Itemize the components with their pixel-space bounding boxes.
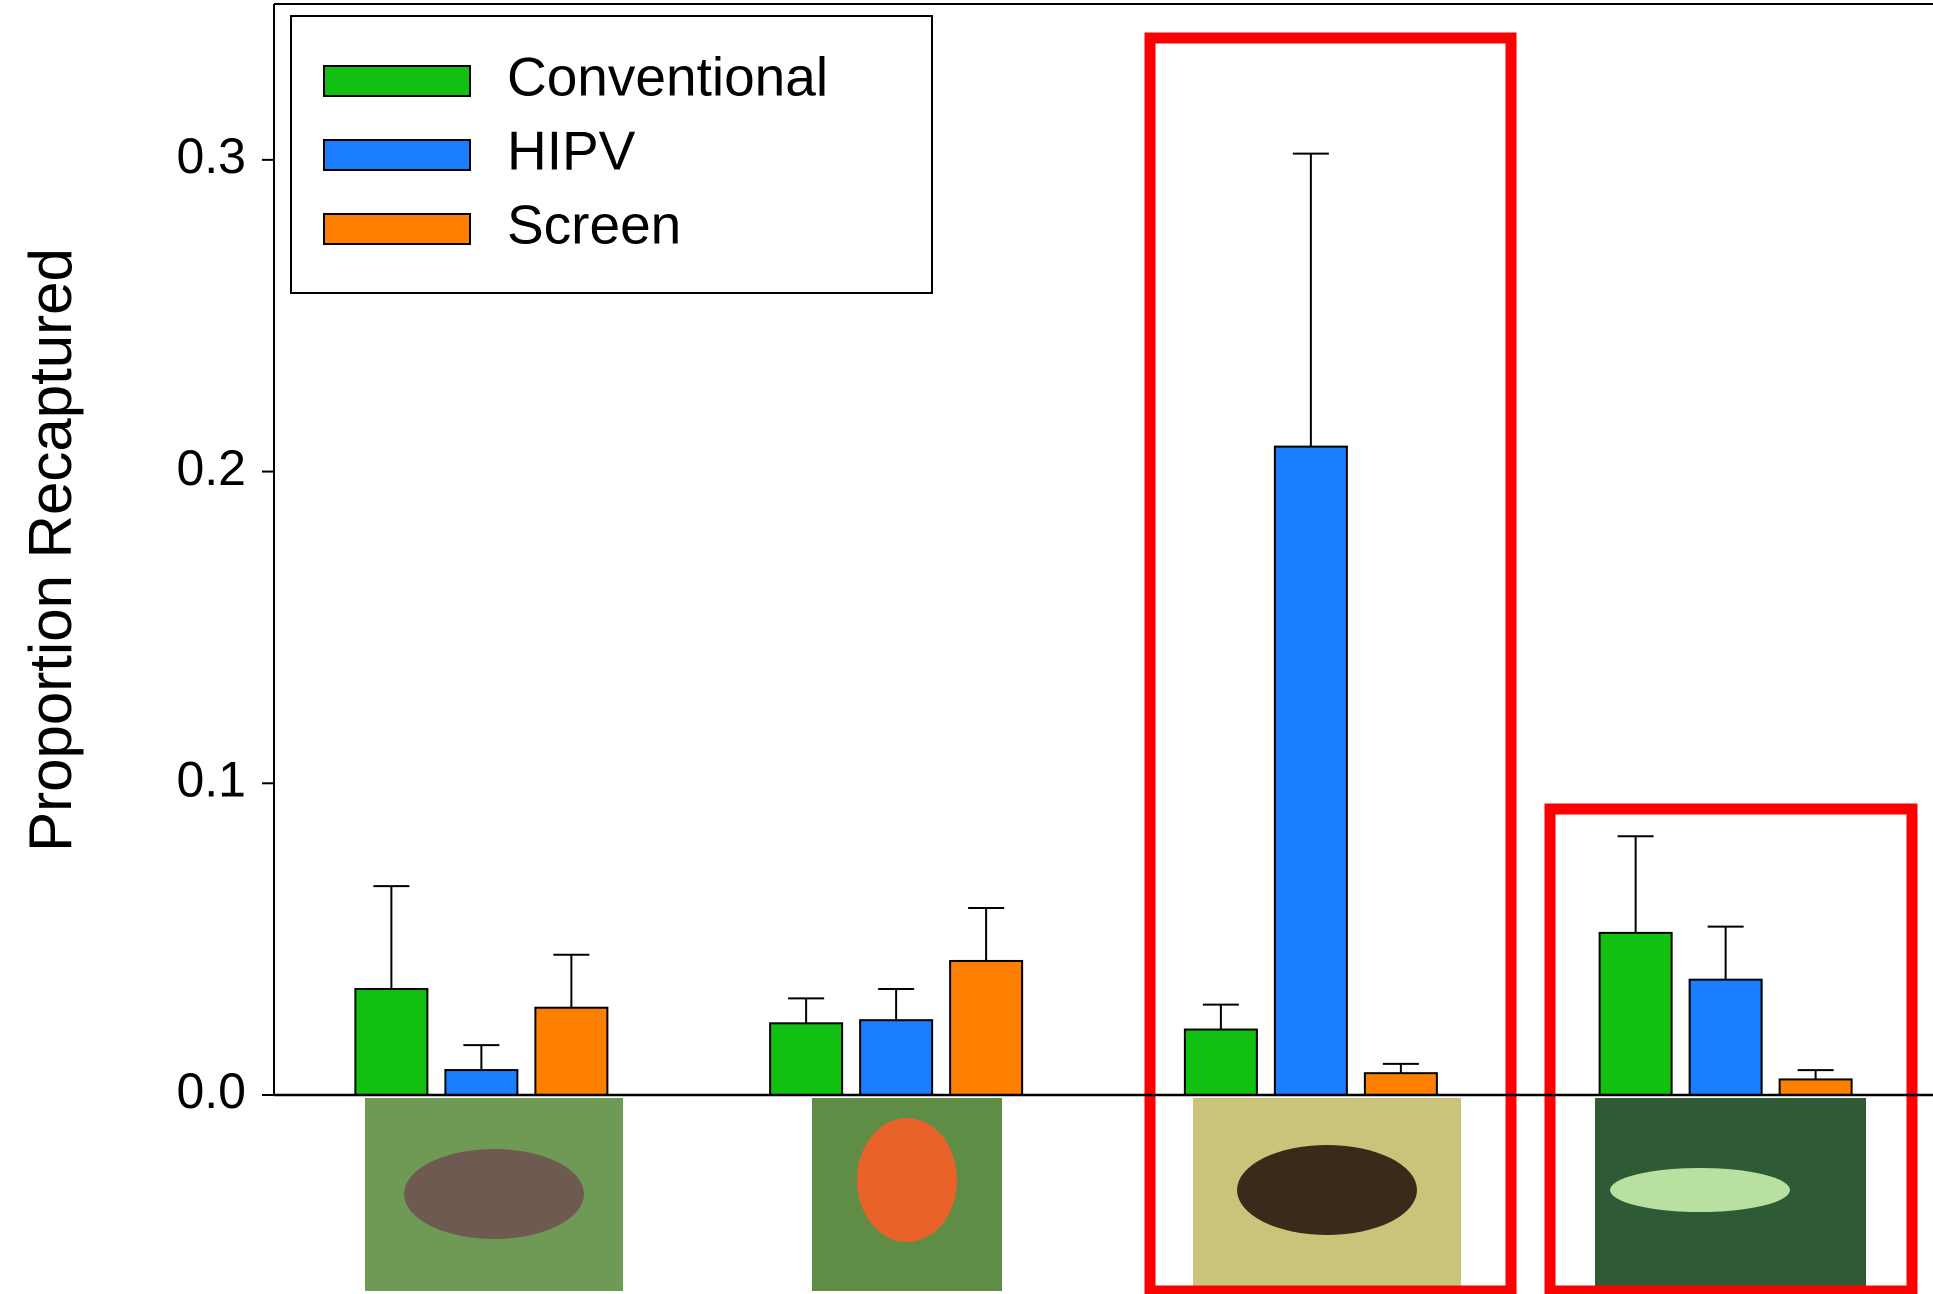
bar — [859, 1019, 934, 1097]
bar — [1183, 1028, 1258, 1097]
insect-photos — [365, 1098, 1866, 1291]
bar — [354, 988, 429, 1097]
photo-insect — [404, 1149, 584, 1239]
legend-swatch — [323, 65, 471, 97]
photo-insect — [857, 1118, 957, 1242]
legend-label: HIPV — [507, 120, 636, 182]
legend-swatch — [323, 213, 471, 245]
bar — [534, 1006, 609, 1096]
y-axis-label: Proportion Recaptured — [17, 248, 84, 852]
bar — [1778, 1078, 1853, 1097]
bar — [769, 1022, 844, 1097]
y-tick-label: 0.0 — [176, 1063, 246, 1119]
bar — [1598, 931, 1673, 1096]
y-tick-label: 0.1 — [176, 751, 246, 807]
bar — [1273, 445, 1348, 1096]
y-tick-label: 0.3 — [176, 128, 246, 184]
legend-swatch — [323, 139, 471, 171]
bar — [444, 1069, 519, 1097]
highlight-box — [1544, 803, 1918, 1294]
legend-label: Conventional — [507, 46, 828, 108]
photo-insect — [1610, 1168, 1790, 1212]
y-tick-label: 0.2 — [176, 440, 246, 496]
bar — [1688, 978, 1763, 1096]
bar — [949, 959, 1024, 1096]
photo-insect — [1237, 1145, 1417, 1235]
legend-label: Screen — [507, 194, 681, 256]
bar — [1363, 1072, 1438, 1097]
highlight-box — [1144, 32, 1517, 1294]
